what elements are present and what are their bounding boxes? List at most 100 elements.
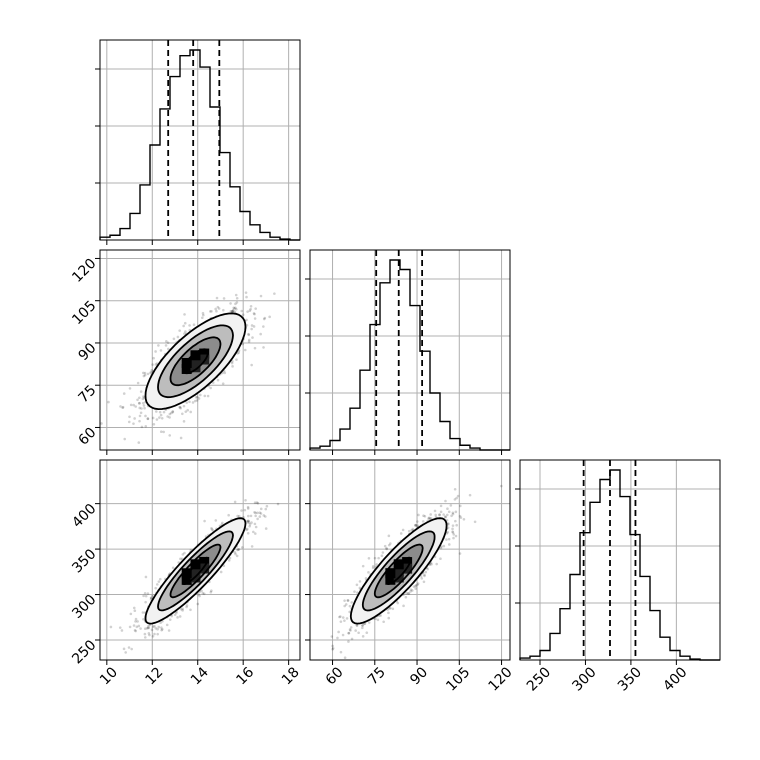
scatter-point [248, 524, 251, 528]
scatter-point [246, 519, 249, 523]
scatter-point [382, 620, 385, 624]
scatter-point [132, 624, 136, 627]
scatter-point [444, 499, 447, 503]
scatter-point [221, 521, 224, 525]
contour-line-1 [169, 336, 222, 387]
scatter-point [358, 586, 362, 590]
scatter-point [407, 529, 411, 533]
scatter-point [193, 399, 197, 403]
scatter-point [468, 493, 472, 497]
scatter-point [168, 416, 171, 419]
y-tick-label: 60 [76, 425, 100, 449]
scatter-point [134, 405, 137, 408]
scatter-point [389, 542, 392, 545]
scatter-point [246, 310, 249, 313]
scatter-point [208, 310, 212, 313]
scatter-point [367, 556, 371, 560]
scatter-point [189, 410, 193, 414]
scatter-point [422, 580, 426, 584]
scatter-point [341, 633, 345, 637]
scatter-point [231, 360, 234, 363]
scatter-point [336, 636, 339, 640]
scatter-point [138, 401, 141, 405]
scatter-point [167, 629, 171, 632]
scatter-point [258, 511, 262, 515]
panel-frame [309, 249, 511, 451]
scatter-point [245, 528, 248, 532]
scatter-point [133, 628, 137, 632]
scatter-point [154, 363, 158, 366]
scatter-point [500, 484, 503, 488]
scatter-point [233, 307, 236, 310]
scatter-point [337, 630, 340, 634]
scatter-point [348, 628, 352, 631]
scatter-point [146, 417, 150, 420]
scatter-point [414, 584, 417, 588]
scatter-point [180, 557, 184, 561]
scatter-point [144, 600, 147, 604]
scatter-point [361, 564, 365, 568]
y-tick-label: 120 [69, 256, 99, 286]
scatter-point [201, 591, 205, 595]
scatter-point [166, 341, 170, 345]
y-tick-label: 400 [69, 501, 99, 531]
scatter-point [158, 410, 162, 414]
density-cell [190, 565, 201, 576]
scatter-point [138, 419, 141, 423]
y-tick-label: 250 [69, 637, 99, 667]
scatter-point [179, 406, 182, 410]
scatter-point [142, 404, 146, 407]
scatter-point [135, 625, 139, 629]
scatter-point [414, 523, 417, 527]
scatter-point [144, 424, 148, 428]
scatter-point [119, 405, 122, 408]
scatter-point [402, 604, 405, 608]
scatter-point [182, 404, 186, 408]
scatter-point [387, 543, 391, 547]
scatter-point [355, 583, 359, 587]
scatter-point [170, 614, 173, 618]
scatter-point [141, 401, 145, 405]
scatter-point [227, 513, 230, 517]
scatter-point [118, 626, 122, 629]
scatter-point [268, 315, 271, 319]
contour-line-3 [349, 517, 448, 625]
scatter-point [240, 546, 244, 549]
scatter-point [244, 291, 248, 294]
scatter-point [142, 374, 146, 378]
scatter-point [134, 617, 138, 621]
scatter-point [202, 592, 206, 596]
scatter-point [374, 617, 377, 621]
scatter-point [168, 618, 172, 621]
density-cell [393, 565, 404, 576]
scatter-point [100, 422, 103, 425]
scatter-point [210, 589, 213, 592]
scatter-point [434, 515, 438, 519]
scatter-point [178, 405, 182, 409]
scatter-point [235, 301, 239, 304]
scatter-point [143, 627, 147, 631]
scatter-point [240, 509, 243, 512]
scatter-point [198, 594, 201, 598]
scatter-point [152, 625, 155, 629]
scatter-point [253, 317, 257, 320]
scatter-point [128, 625, 132, 629]
scatter-point [151, 594, 154, 598]
scatter-point [338, 615, 341, 619]
scatter-point [132, 422, 135, 425]
scatter-point [405, 592, 408, 595]
scatter-point [231, 365, 234, 368]
scatter-point [146, 372, 150, 376]
scatter-point [233, 500, 237, 504]
scatter-point [188, 324, 191, 327]
scatter-point [143, 406, 146, 410]
scatter-point [143, 636, 147, 639]
y-tick-label: 105 [69, 298, 99, 328]
scatter-point [109, 625, 113, 629]
scatter-point [256, 501, 260, 505]
scatter-point [168, 434, 172, 437]
scatter-point [348, 604, 352, 608]
scatter-point [375, 563, 378, 566]
scatter-point [223, 371, 227, 375]
scatter-point [211, 381, 215, 384]
